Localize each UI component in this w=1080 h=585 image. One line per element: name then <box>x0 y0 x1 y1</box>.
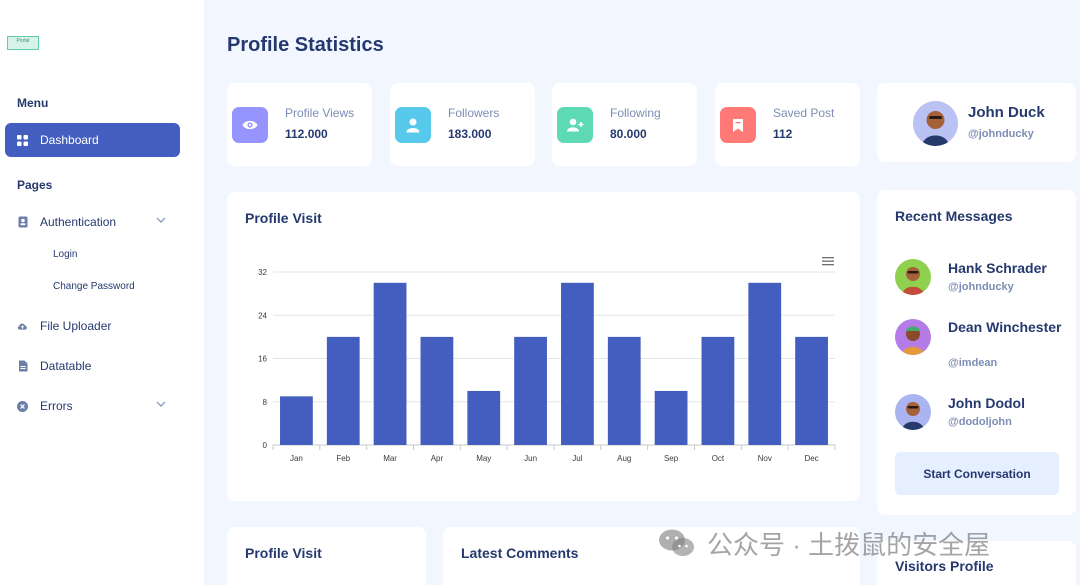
profile-visit-card: Profile Visit 0 8 16 24 32 Jan Feb Mar Apr May Jun… <box>227 192 860 501</box>
profile-handle: @johnducky <box>968 128 1034 140</box>
visitors-profile-card: Visitors Profile <box>877 541 1076 585</box>
x-tick-label: Feb <box>336 454 350 463</box>
sidebar-item-datatable[interactable]: Datatable <box>5 349 180 383</box>
x-tick-label: Jul <box>572 454 582 463</box>
message-handle: @imdean <box>948 357 998 369</box>
x-tick-label: Jun <box>524 454 537 463</box>
y-tick-label: 8 <box>263 398 268 407</box>
sidebar-item-label: Errors <box>40 399 73 413</box>
profile-name: John Duck <box>968 104 1045 121</box>
chevron-down-icon <box>156 217 166 223</box>
x-tick-label: Oct <box>712 454 725 463</box>
stat-label: Followers <box>448 106 500 120</box>
logo[interactable]: Portal <box>7 36 39 50</box>
stat-label: Profile Views <box>285 106 355 120</box>
bar[interactable] <box>795 336 828 445</box>
bar[interactable] <box>607 336 641 445</box>
document-icon <box>17 360 28 372</box>
stat-label: Saved Post <box>773 106 835 120</box>
y-tick-label: 16 <box>258 355 267 364</box>
bar[interactable] <box>561 282 594 445</box>
logo-text: Portal <box>16 38 30 44</box>
x-tick-label: May <box>476 454 491 463</box>
sidebar-item-label: File Uploader <box>40 319 112 333</box>
profile-visit-chart: 0 8 16 24 32 Jan Feb Mar Apr May Jun Jul Aug Sep Oct No… <box>258 268 836 463</box>
card-title: Profile Visit <box>245 545 322 561</box>
sidebar-item-file-uploader[interactable]: File Uploader <box>5 309 180 343</box>
x-tick-label: Jan <box>290 454 303 463</box>
x-tick-label: Aug <box>617 454 631 463</box>
x-tick-label: Apr <box>431 454 444 463</box>
card-title: Latest Comments <box>461 545 579 561</box>
stat-value: 112.000 <box>285 127 328 141</box>
card-title: Profile Visit <box>245 210 322 226</box>
sidebar-item-label: Authentication <box>40 215 117 229</box>
avatar <box>895 394 931 430</box>
x-tick-label: Mar <box>383 454 397 463</box>
pages-title: Pages <box>17 178 53 192</box>
stat-label: Following <box>610 106 661 120</box>
y-tick-label: 0 <box>263 441 268 450</box>
sidebar-item-authentication[interactable]: Authentication <box>5 205 180 239</box>
y-tick-label: 32 <box>258 268 267 277</box>
stat-value: 112 <box>773 127 793 141</box>
page-title: Profile Statistics <box>227 34 384 56</box>
message-handle: @johnducky <box>948 281 1014 293</box>
menu-title: Menu <box>17 96 49 110</box>
y-tick-label: 24 <box>258 311 267 320</box>
message-sender: Hank Schrader <box>948 260 1047 276</box>
avatar <box>895 259 931 295</box>
stat-value: 80.000 <box>610 127 647 141</box>
stat-card-saved-post: Saved Post 112 <box>715 83 860 166</box>
sidebar-subitem-change-password[interactable]: Change Password <box>53 281 135 292</box>
start-conversation-button[interactable]: Start Conversation <box>895 452 1059 495</box>
bar[interactable] <box>701 336 735 445</box>
contact-book-icon <box>17 216 28 228</box>
profile-card: John Duck @johnducky <box>877 83 1076 162</box>
sidebar-item-label: Dashboard <box>40 133 99 147</box>
eye-icon <box>232 107 268 143</box>
chevron-down-icon <box>156 401 166 407</box>
message-handle: @dodoljohn <box>948 416 1012 428</box>
hamburger-icon[interactable] <box>822 254 835 266</box>
message-sender: Dean Winchester <box>948 319 1062 335</box>
x-circle-icon <box>17 400 28 412</box>
sidebar-item-errors[interactable]: Errors <box>5 389 180 423</box>
watermark-text: 公众号 · 土拨鼠的安全屋 <box>707 529 991 560</box>
sidebar: Portal Menu Dashboard Pages Authenticati… <box>0 0 204 585</box>
card-title: Recent Messages <box>895 208 1013 224</box>
bar[interactable] <box>514 336 547 445</box>
profile-visit-small-card: Profile Visit <box>227 527 426 585</box>
bar[interactable] <box>467 390 501 445</box>
sidebar-item-label: Datatable <box>40 359 92 373</box>
bar[interactable] <box>420 336 454 445</box>
x-tick-label: Sep <box>664 454 679 463</box>
bar[interactable] <box>654 390 688 445</box>
stat-card-profile-views: Profile Views 112.000 <box>227 83 372 166</box>
bar[interactable] <box>748 282 782 445</box>
avatar[interactable] <box>913 101 958 146</box>
bookmark-icon <box>720 107 756 143</box>
x-tick-label: Nov <box>758 454 772 463</box>
wechat-icon <box>659 529 694 556</box>
sidebar-subitem-login[interactable]: Login <box>53 249 78 260</box>
recent-messages-card: Recent Messages Hank Schrader @johnducky… <box>877 190 1076 515</box>
stat-value: 183.000 <box>448 127 492 141</box>
stat-card-following: Following 80.000 <box>552 83 697 166</box>
latest-comments-card: Latest Comments <box>443 527 860 585</box>
sidebar-item-dashboard[interactable]: Dashboard <box>5 123 180 157</box>
bar[interactable] <box>280 396 313 445</box>
grid-icon <box>17 134 28 146</box>
bar[interactable] <box>373 282 407 445</box>
x-tick-label: Dec <box>804 454 818 463</box>
card-title: Visitors Profile <box>895 558 994 574</box>
message-sender: John Dodol <box>948 395 1025 411</box>
bar[interactable] <box>326 336 360 445</box>
cloud-upload-icon <box>17 321 28 332</box>
avatar <box>895 319 931 355</box>
watermark: 公众号 · 土拨鼠的安全屋 <box>657 526 990 560</box>
stat-card-followers: Followers 183.000 <box>390 83 535 166</box>
user-plus-icon <box>557 107 593 143</box>
user-icon <box>395 107 431 143</box>
